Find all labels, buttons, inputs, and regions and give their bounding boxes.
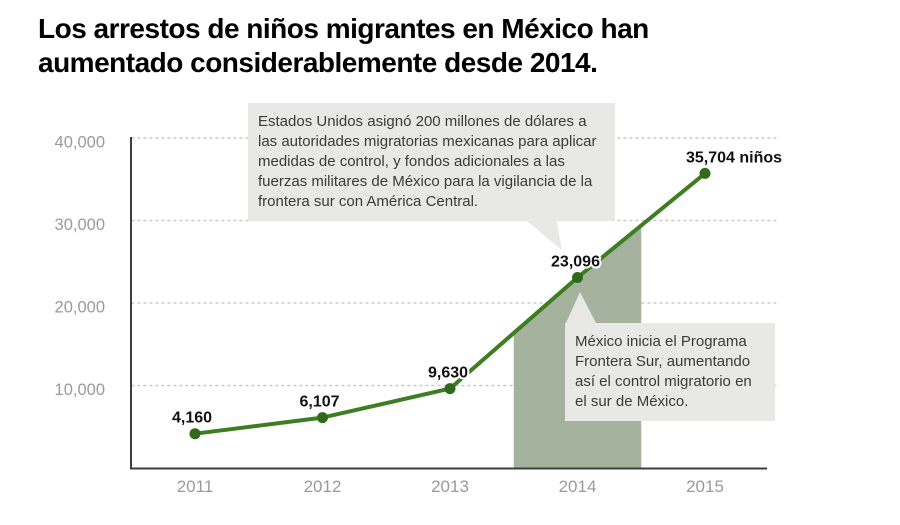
y-tick-label: 30,000 xyxy=(55,216,105,234)
x-tick-label: 2012 xyxy=(304,477,342,496)
data-point-label: 9,630 xyxy=(428,365,468,382)
data-point xyxy=(444,383,456,395)
annotation-us-funding: Estados Unidos asignó 200 millones de dó… xyxy=(248,103,615,221)
data-point-label: 35,704 niños xyxy=(686,149,782,166)
y-tick-label: 20,000 xyxy=(55,298,105,316)
annotation-frontera-sur: México inicia el Programa Frontera Sur, … xyxy=(565,323,775,421)
x-tick-label: 2013 xyxy=(431,477,469,496)
x-tick-label: 2014 xyxy=(559,477,597,496)
data-point xyxy=(699,167,711,179)
data-point-label: 4,160 xyxy=(172,410,212,427)
data-point xyxy=(189,428,201,440)
data-point xyxy=(317,412,328,424)
data-point-label: 6,107 xyxy=(299,394,339,411)
callout-tail-us xyxy=(523,218,562,250)
x-tick-label: 2011 xyxy=(177,477,214,496)
x-tick-label: 2015 xyxy=(686,477,724,496)
data-point xyxy=(572,272,583,283)
data-point-label: 23,096 xyxy=(551,253,600,270)
y-tick-label: 40,000 xyxy=(55,133,105,151)
callout-tail-frontera xyxy=(565,292,597,325)
y-tick-label: 10,000 xyxy=(55,381,105,399)
chart-title: Los arrestos de niños migrantes en Méxic… xyxy=(38,13,649,78)
